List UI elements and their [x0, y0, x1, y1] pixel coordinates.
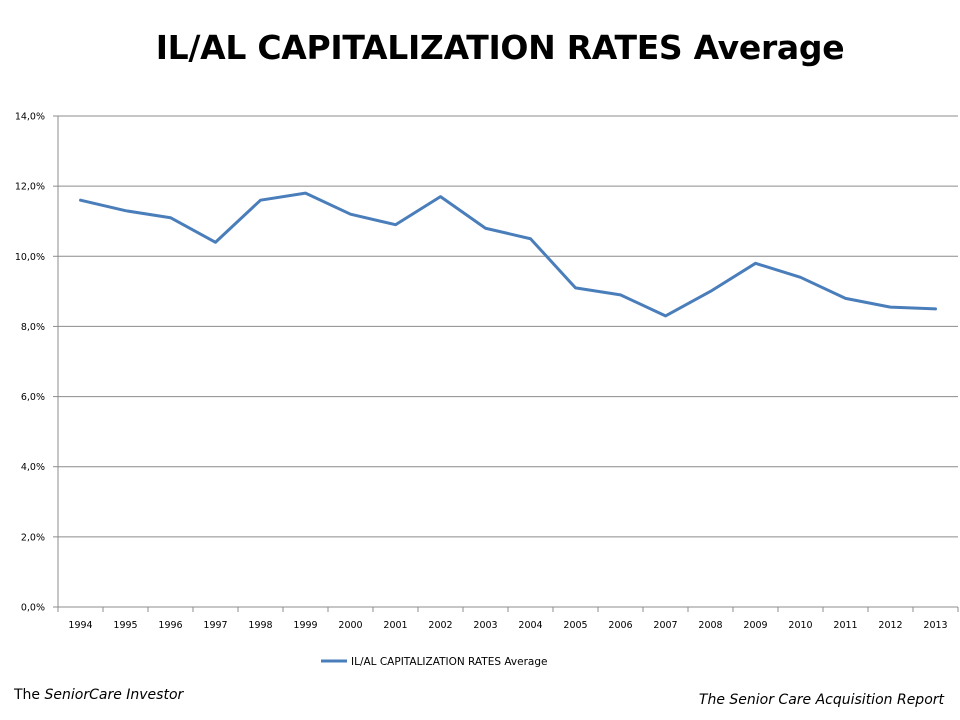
data-point — [754, 262, 757, 265]
x-tick-label: 1999 — [293, 620, 317, 631]
axes — [53, 115, 959, 612]
data-point — [259, 198, 262, 202]
gridlines — [58, 115, 958, 538]
legend: IL/AL CAPITALIZATION RATES Average — [321, 656, 547, 668]
x-tick-label: 2007 — [653, 620, 677, 631]
x-tick-label: 2012 — [878, 620, 902, 631]
data-point — [79, 198, 82, 202]
y-tick-label: 12,0% — [15, 182, 45, 193]
data-point — [394, 223, 397, 226]
y-tick-label: 4,0% — [21, 462, 45, 473]
data-point — [124, 209, 127, 212]
data-point — [709, 290, 712, 293]
y-tick-labels: 0,0% 2,0% 4,0% 6,0% 8,0% 10,0% 12,0% 14,0% — [15, 112, 45, 614]
data-point — [439, 195, 442, 198]
x-tick-label: 2010 — [788, 620, 812, 631]
data-point — [574, 286, 577, 290]
x-tick-label: 1996 — [158, 620, 182, 631]
data-point — [304, 191, 307, 195]
x-tick-label: 2001 — [383, 620, 407, 631]
y-tick-label: 0,0% — [21, 603, 45, 614]
legend-label: IL/AL CAPITALIZATION RATES Average — [351, 656, 547, 668]
data-point — [889, 305, 892, 309]
series-line — [79, 191, 937, 318]
y-tick-label: 14,0% — [15, 112, 45, 123]
x-tick-labels: 1994 1995 1996 1997 1998 1999 2000 2001 2002 2003… — [68, 620, 947, 631]
footer-left-prefix: The — [14, 687, 45, 703]
x-tick-label: 2003 — [473, 620, 497, 631]
x-tick-label: 2009 — [743, 620, 767, 631]
chart-title: IL/AL CAPITALIZATION RATES Average — [155, 28, 845, 67]
x-tick-label: 2005 — [563, 620, 587, 631]
data-point — [664, 314, 667, 318]
data-point — [529, 237, 532, 240]
footer-source-left: The SeniorCare Investor — [14, 687, 183, 703]
data-point — [484, 227, 487, 230]
x-tick-label: 1997 — [203, 620, 227, 631]
x-tick-label: 2013 — [923, 620, 947, 631]
x-tick-label: 2002 — [428, 620, 452, 631]
y-tick-label: 10,0% — [15, 252, 45, 263]
x-tick-label: 1998 — [248, 620, 272, 631]
x-tick-label: 1994 — [68, 620, 92, 631]
x-tick-label: 2011 — [833, 620, 857, 631]
y-tick-label: 2,0% — [21, 532, 45, 543]
data-point — [844, 297, 847, 300]
y-tick-label: 6,0% — [21, 392, 45, 403]
data-point — [169, 216, 172, 219]
x-tick-label: 2000 — [338, 620, 362, 631]
series-group — [79, 191, 937, 318]
data-point — [799, 276, 802, 279]
x-tick-label: 2008 — [698, 620, 722, 631]
data-point — [214, 241, 217, 244]
x-tick-label: 1995 — [113, 620, 137, 631]
footer-source-right: The Senior Care Acquisition Report — [698, 692, 944, 708]
y-tick-label: 8,0% — [21, 322, 45, 333]
data-point — [934, 307, 937, 311]
x-tick-label: 2006 — [608, 620, 632, 631]
x-tick-label: 2004 — [518, 620, 542, 631]
data-point — [619, 293, 622, 297]
footer-left-italic: SeniorCare Investor — [44, 687, 184, 703]
data-point — [349, 213, 352, 216]
